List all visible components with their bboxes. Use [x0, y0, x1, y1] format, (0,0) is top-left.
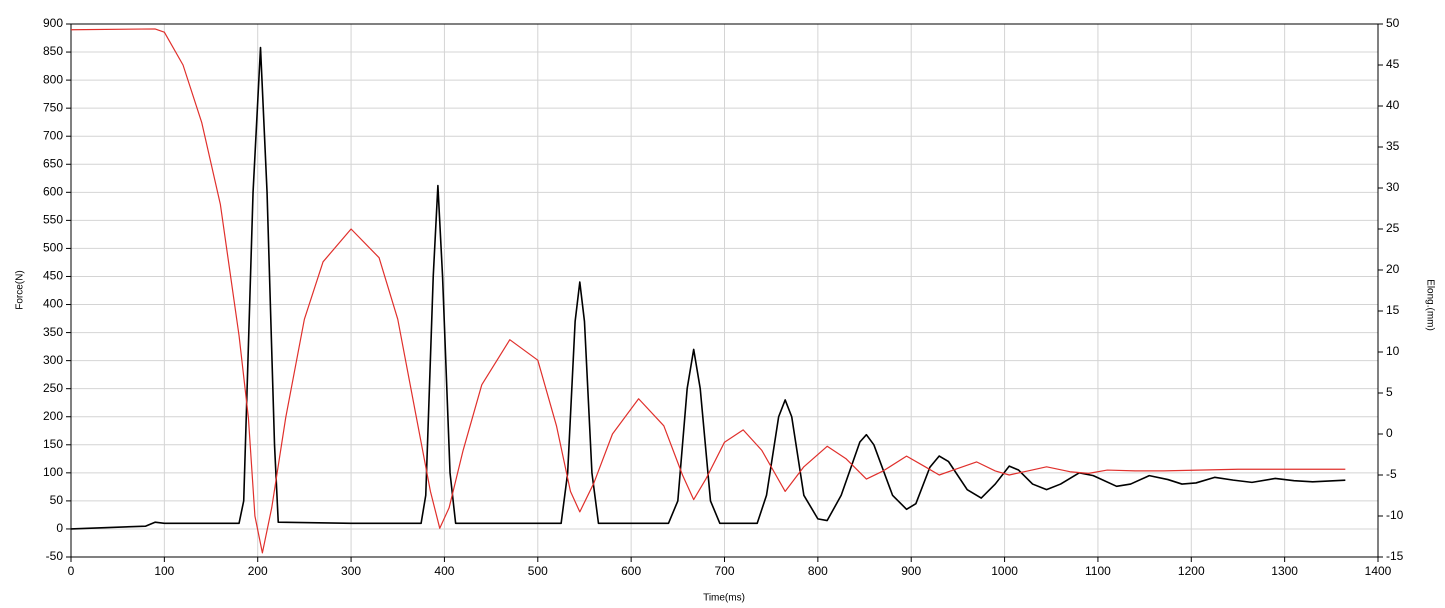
y-axis-title: Force(N) — [15, 270, 26, 309]
y2-tick-label: 40 — [1386, 98, 1400, 112]
y2-axis-title: Elong.(mm) — [1424, 279, 1435, 331]
x-tick-label: 1200 — [1178, 564, 1205, 578]
x-tick-label: 700 — [714, 564, 734, 578]
y-tick-label: 500 — [43, 241, 63, 255]
data-line — [70, 28, 1346, 554]
y-tick-label: 650 — [43, 156, 63, 170]
x-tick-label: 200 — [248, 564, 268, 578]
y2-tick-label: 20 — [1386, 262, 1400, 276]
y-tick-label: -50 — [46, 549, 64, 563]
data-line — [70, 46, 1346, 530]
y2-tick-label: 10 — [1386, 344, 1400, 358]
x-tick-label: 900 — [901, 564, 921, 578]
y-tick-label: 350 — [43, 325, 63, 339]
y2-tick-label: 50 — [1386, 16, 1400, 30]
x-tick-label: 1000 — [991, 564, 1018, 578]
x-tick-label: 300 — [341, 564, 361, 578]
plot-frame — [70, 23, 1379, 558]
x-tick-label: 800 — [808, 564, 828, 578]
y2-tick-label: 45 — [1386, 57, 1400, 71]
y2-tick-label: 0 — [1386, 426, 1393, 440]
y2-tick-label: 35 — [1386, 139, 1400, 153]
y-tick-label: 700 — [43, 128, 63, 142]
x-tick-label: 600 — [621, 564, 641, 578]
y-tick-label: 900 — [43, 16, 63, 30]
y-tick-label: 100 — [43, 465, 63, 479]
y2-tick-label: 25 — [1386, 221, 1400, 235]
y-tick-label: 400 — [43, 297, 63, 311]
x-tick-label: 1400 — [1365, 564, 1392, 578]
y-tick-label: 0 — [56, 521, 63, 535]
y-tick-label: 450 — [43, 269, 63, 283]
y2-tick-label: -15 — [1386, 549, 1404, 563]
x-tick-label: 500 — [528, 564, 548, 578]
x-tick-label: 1300 — [1271, 564, 1298, 578]
y-tick-label: 150 — [43, 437, 63, 451]
y2-tick-label: -5 — [1386, 467, 1397, 481]
y2-tick-label: 30 — [1386, 180, 1400, 194]
x-axis-title: Time(ms) — [703, 593, 745, 604]
y-tick-label: 200 — [43, 409, 63, 423]
y-tick-label: 850 — [43, 44, 63, 58]
y-tick-label: 750 — [43, 100, 63, 114]
x-tick-label: 400 — [434, 564, 454, 578]
y2-tick-label: -10 — [1386, 508, 1404, 522]
y-tick-label: 50 — [50, 493, 64, 507]
x-tick-label: 1100 — [1085, 564, 1111, 578]
y-tick-label: 600 — [43, 184, 63, 198]
y-tick-label: 800 — [43, 72, 63, 86]
y2-tick-label: 15 — [1386, 303, 1400, 317]
x-tick-label: 0 — [68, 564, 75, 578]
y-tick-label: 250 — [43, 381, 63, 395]
y-tick-label: 550 — [43, 213, 63, 227]
y2-tick-label: 5 — [1386, 385, 1393, 399]
y-tick-label: 300 — [43, 353, 63, 367]
x-tick-label: 100 — [154, 564, 174, 578]
